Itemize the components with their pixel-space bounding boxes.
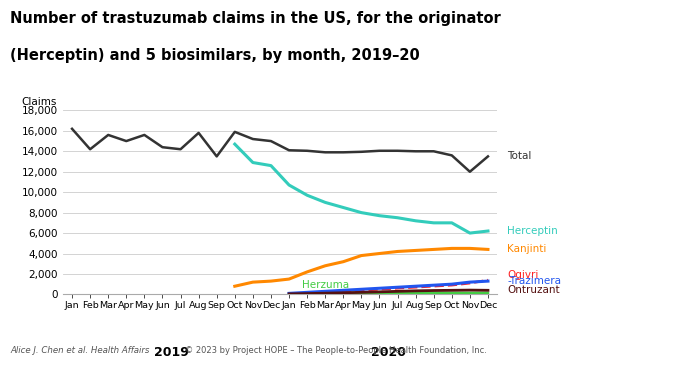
Text: Alice J. Chen et al. Health Affairs: Alice J. Chen et al. Health Affairs bbox=[10, 346, 150, 355]
Text: Herzuma: Herzuma bbox=[302, 280, 349, 290]
Text: Total: Total bbox=[508, 151, 532, 162]
Text: -Trazimera: -Trazimera bbox=[508, 276, 561, 286]
Text: Ontruzant: Ontruzant bbox=[508, 285, 560, 295]
Text: (Herceptin) and 5 biosimilars, by month, 2019–20: (Herceptin) and 5 biosimilars, by month,… bbox=[10, 48, 420, 63]
Text: 2020: 2020 bbox=[371, 346, 406, 359]
Text: © 2023 by Project HOPE – The People-to-People Health Foundation, Inc.: © 2023 by Project HOPE – The People-to-P… bbox=[185, 346, 487, 355]
Text: Herceptin: Herceptin bbox=[508, 226, 559, 236]
Text: Number of trastuzumab claims in the US, for the originator: Number of trastuzumab claims in the US, … bbox=[10, 11, 501, 26]
Text: Kanjinti: Kanjinti bbox=[508, 244, 547, 254]
Text: Claims: Claims bbox=[22, 97, 57, 107]
Text: Ogivri: Ogivri bbox=[508, 270, 539, 280]
Text: HealthAffairs: HealthAffairs bbox=[554, 340, 654, 353]
Text: 2019: 2019 bbox=[154, 346, 189, 359]
